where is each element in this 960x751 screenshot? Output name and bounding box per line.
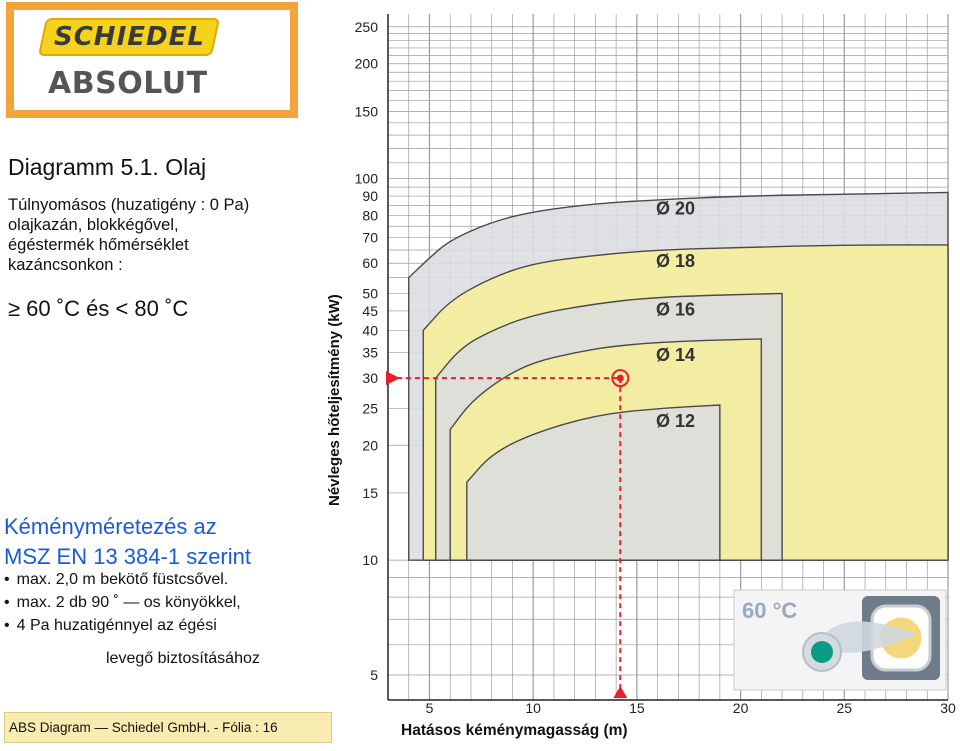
y-tick-label: 35 xyxy=(362,345,378,361)
example-point xyxy=(616,374,624,382)
y-tick-label: 250 xyxy=(355,19,379,35)
y-tick-label: 60 xyxy=(362,255,378,271)
x-axis-ticks: 5 10 15 20 25 30 xyxy=(426,700,956,716)
example-point-ring xyxy=(611,369,630,388)
y-tick-label: 10 xyxy=(362,552,378,568)
series-label-d12: Ø 12 xyxy=(656,411,695,431)
y-tick-label: 15 xyxy=(362,485,378,501)
fan-icon xyxy=(811,641,833,663)
band-d12 xyxy=(466,404,721,561)
x-axis-label: Hatásos kéménymagasság (m) xyxy=(401,722,628,739)
y-tick-label: 5 xyxy=(370,667,378,683)
y-tick-label: 30 xyxy=(362,370,378,386)
badge-temperature: 60 °C xyxy=(742,598,797,623)
footer-note: ABS Diagram — Schiedel GmbH. - Fólia : 1… xyxy=(4,712,332,743)
list-item: 4 Pa huzatigénnyel az égési xyxy=(4,614,241,637)
sizing-line: Kéményméretezés az xyxy=(4,514,217,539)
series-label-d16: Ø 16 xyxy=(656,299,695,319)
description-line: Túlnyomásos (huzatigény : 0 Pa) xyxy=(8,196,250,214)
series-label-d20: Ø 20 xyxy=(656,198,695,218)
description-line: égéstermék hőmérséklet xyxy=(8,236,189,254)
y-tick-label: 50 xyxy=(362,285,378,301)
logo: SCHIEDEL ABSOLUT xyxy=(6,2,298,118)
x-tick-label: 30 xyxy=(940,700,956,716)
description-line: olajkazán, blokkégővel, xyxy=(8,216,179,234)
x-tick-label: 5 xyxy=(426,700,434,716)
y-tick-label: 20 xyxy=(362,437,378,453)
example-reading xyxy=(386,369,630,700)
y-tick-label: 25 xyxy=(362,400,378,416)
description-line: kazáncsonkon : xyxy=(8,256,123,274)
chart-band-labels: Ø 20 Ø 18 Ø 16 Ø 14 Ø 12 xyxy=(656,198,695,431)
x-tick-label: 15 xyxy=(629,700,645,716)
y-tick-label: 40 xyxy=(362,322,378,338)
series-label-d14: Ø 14 xyxy=(656,345,695,365)
series-label-d18: Ø 18 xyxy=(656,251,695,271)
example-y-arrow xyxy=(386,371,400,386)
y-tick-label: 90 xyxy=(362,188,378,204)
temperature-badge: 60 °C xyxy=(733,589,947,691)
x-tick-label: 10 xyxy=(525,700,541,716)
y-axis-label: Névleges hőteljesítmény (kW) xyxy=(326,294,343,506)
list-item: max. 2 db 90 ˚ — os könyökkel, xyxy=(4,591,241,614)
y-tick-label: 80 xyxy=(362,208,378,224)
y-tick-label: 150 xyxy=(355,103,379,119)
list-item-continuation: levegő biztosításához xyxy=(106,650,260,667)
y-tick-label: 200 xyxy=(355,56,379,72)
temperature-condition: ≥ 60 ˚C és < 80 ˚C xyxy=(8,296,189,321)
airflow-icon xyxy=(822,621,918,653)
y-tick-label: 70 xyxy=(362,230,378,246)
sizing-line: MSZ EN 13 384-1 szerint xyxy=(4,544,251,569)
x-tick-label: 25 xyxy=(837,700,853,716)
description: Túlnyomásos (huzatigény : 0 Pa) olajkazá… xyxy=(8,195,328,275)
y-tick-label: 45 xyxy=(362,303,378,319)
page-title: Diagramm 5.1. Olaj xyxy=(8,154,207,180)
chart-bands xyxy=(408,191,949,561)
example-x-arrow xyxy=(613,686,628,698)
logo-product-text: ABSOLUT xyxy=(48,66,208,101)
y-tick-label: 100 xyxy=(355,171,379,187)
requirements-list: max. 2,0 m bekötő füstcsővel. max. 2 db … xyxy=(4,568,241,637)
x-tick-label: 20 xyxy=(733,700,749,716)
list-item: max. 2,0 m bekötő füstcsővel. xyxy=(4,568,241,591)
sizing-standard: Kéményméretezés az MSZ EN 13 384-1 szeri… xyxy=(4,512,251,572)
